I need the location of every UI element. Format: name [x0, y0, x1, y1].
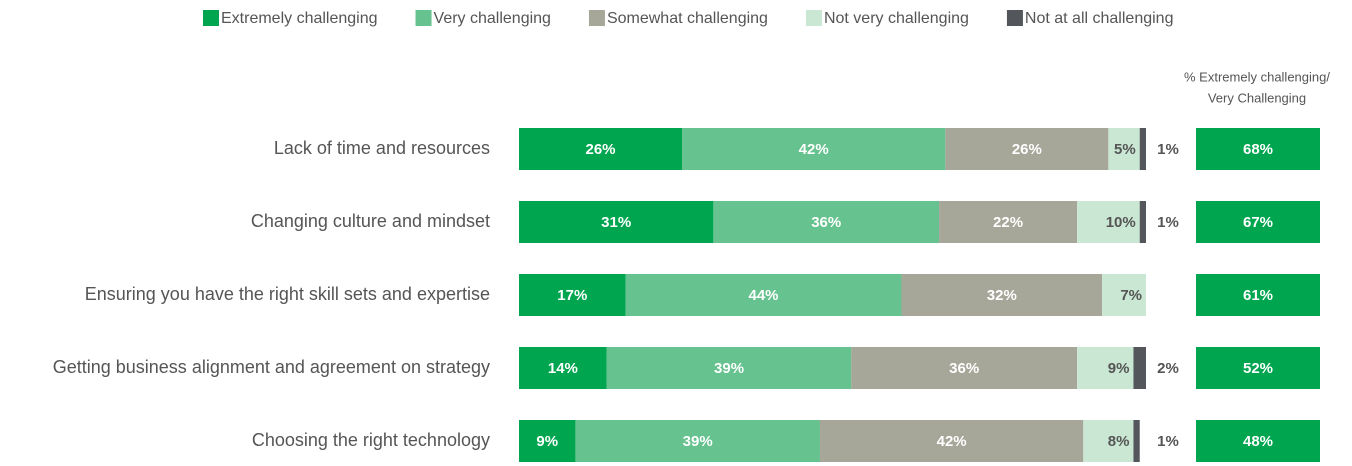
bar-segment	[625, 274, 902, 316]
bar-segment	[519, 128, 683, 170]
data-label: 5%	[1114, 141, 1136, 158]
data-label: 9%	[536, 433, 558, 450]
category-label: Choosing the right technology	[252, 430, 490, 450]
legend-label: Very challenging	[434, 10, 551, 27]
data-label: 2%	[1157, 360, 1179, 377]
data-label: 14%	[548, 360, 578, 377]
category-label: Ensuring you have the right skill sets a…	[85, 284, 490, 304]
data-label: 36%	[811, 214, 841, 231]
category-label: Lack of time and resources	[274, 138, 490, 158]
data-label: 42%	[937, 433, 967, 450]
bar-segment	[713, 201, 940, 243]
bar-segment	[606, 347, 852, 389]
data-label: 1%	[1157, 214, 1179, 231]
bar-segment	[1083, 420, 1134, 462]
data-label: 36%	[949, 360, 979, 377]
bar-segment	[519, 201, 714, 243]
category-label: Changing culture and mindset	[251, 211, 490, 231]
bar-segment	[519, 420, 576, 462]
bar-segment	[519, 347, 607, 389]
data-label: 1%	[1157, 433, 1179, 450]
data-label: 31%	[601, 214, 631, 231]
data-label: 9%	[1108, 360, 1130, 377]
bar-segment	[682, 128, 946, 170]
total-box	[1196, 201, 1320, 243]
data-label: 26%	[1012, 141, 1042, 158]
bar-segment	[945, 128, 1109, 170]
legend-label: Not at all challenging	[1025, 10, 1174, 27]
totals-title: Very Challenging	[1208, 90, 1306, 105]
total-box	[1196, 128, 1320, 170]
total-box	[1196, 420, 1320, 462]
data-label: 42%	[799, 141, 829, 158]
data-label: 8%	[1108, 433, 1130, 450]
bar-segment	[1077, 347, 1134, 389]
data-label: 39%	[714, 360, 744, 377]
data-label: 39%	[683, 433, 713, 450]
bar-segment	[1108, 128, 1140, 170]
bar-segment	[939, 201, 1078, 243]
legend-swatch	[203, 10, 219, 26]
data-label: 17%	[557, 287, 587, 304]
total-label: 68%	[1243, 141, 1273, 158]
totals-title: % Extremely challenging/	[1184, 69, 1330, 84]
data-label: 22%	[993, 214, 1023, 231]
bar-segment	[851, 347, 1078, 389]
bar-segment	[1139, 128, 1146, 170]
bar-segment	[1102, 274, 1146, 316]
bar-segment	[819, 420, 1084, 462]
data-label: 10%	[1106, 214, 1136, 231]
bar-segment	[1133, 420, 1140, 462]
data-label: 1%	[1157, 141, 1179, 158]
total-box	[1196, 274, 1320, 316]
total-label: 48%	[1243, 433, 1273, 450]
bar-segment	[575, 420, 820, 462]
legend-swatch	[805, 10, 822, 26]
bar-segment	[1077, 201, 1140, 243]
legend-label: Not very challenging	[824, 10, 969, 27]
bar-segment	[1139, 201, 1146, 243]
bar-segment	[901, 274, 1103, 316]
data-label: 26%	[585, 141, 615, 158]
bar-segment	[1133, 347, 1146, 389]
total-label: 52%	[1243, 360, 1273, 377]
legend-swatch	[1006, 10, 1023, 26]
legend-swatch	[415, 10, 432, 26]
total-label: 61%	[1243, 287, 1273, 304]
total-label: 67%	[1243, 214, 1273, 231]
legend-swatch	[588, 10, 605, 26]
legend-label: Extremely challenging	[221, 10, 378, 27]
total-box	[1196, 347, 1320, 389]
category-label: Getting business alignment and agreement…	[53, 357, 490, 377]
bar-segment	[519, 274, 626, 316]
data-label: 7%	[1120, 287, 1142, 304]
data-label: 32%	[987, 287, 1017, 304]
legend-label: Somewhat challenging	[607, 10, 768, 27]
data-label: 44%	[749, 287, 779, 304]
